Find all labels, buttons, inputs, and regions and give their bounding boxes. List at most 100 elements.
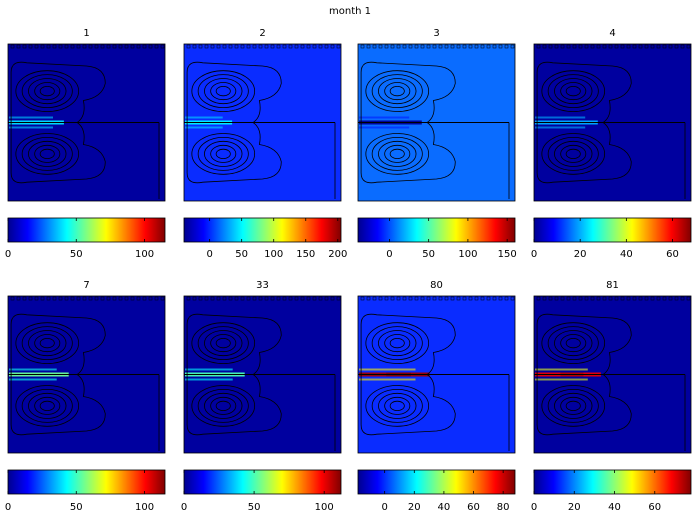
gyre-contour — [39, 148, 55, 159]
boundary-mark — [444, 296, 449, 301]
boundary-mark — [462, 296, 467, 301]
gyre-contour — [28, 330, 67, 357]
boundary-mark — [40, 44, 45, 49]
boundary-mark — [210, 44, 215, 49]
channel-halo — [185, 116, 223, 119]
boundary-mark — [312, 44, 317, 49]
boundary-mark — [58, 44, 63, 49]
boundary-mark — [450, 44, 455, 49]
boundary-mark — [402, 44, 407, 49]
boundary-mark — [264, 296, 269, 301]
boundary-mark — [100, 44, 105, 49]
gyre-contour — [28, 78, 67, 105]
boundary-mark — [468, 296, 473, 301]
gyre-contour — [541, 385, 606, 427]
boundary-mark — [330, 44, 335, 49]
boundary-mark — [572, 44, 577, 49]
boundary-mark — [566, 296, 571, 301]
gyre-contour — [560, 334, 587, 353]
boundary-mark — [318, 296, 323, 301]
gyre-contour — [560, 144, 587, 163]
gyre-contour — [365, 133, 430, 175]
basin-contour — [186, 61, 282, 184]
panel-title: 2 — [259, 28, 265, 39]
boundary-mark — [438, 44, 443, 49]
colorbar-tick-label: 0 — [5, 502, 11, 513]
boundary-mark — [234, 296, 239, 301]
boundary-mark — [76, 296, 81, 301]
boundary-mark — [554, 296, 559, 301]
gyre-contour — [541, 322, 606, 364]
boundary-mark — [584, 44, 589, 49]
boundary-mark — [408, 296, 413, 301]
panel-33: 33 0 50 100 — [181, 280, 342, 513]
basin-contour — [536, 61, 632, 184]
boundary-mark — [204, 44, 209, 49]
boundary-mark — [548, 296, 553, 301]
gyre-contour — [215, 337, 231, 349]
boundary-mark — [106, 44, 111, 49]
boundary-mark — [542, 296, 547, 301]
gyre-contour — [378, 330, 417, 357]
gyre-contour — [191, 385, 256, 427]
boundary-mark — [360, 296, 365, 301]
boundary-mark — [462, 44, 467, 49]
gyre-contour — [384, 82, 411, 101]
colorbar-tick-label: 100 — [135, 249, 154, 260]
boundary-mark — [686, 44, 691, 49]
gyre-contour — [15, 322, 80, 364]
boundary-mark — [572, 296, 577, 301]
boundary-mark — [638, 44, 643, 49]
boundary-mark — [680, 44, 685, 49]
boundary-mark — [510, 44, 515, 49]
boundary-mark — [70, 44, 75, 49]
boundary-mark — [686, 296, 691, 301]
boundary-mark — [160, 44, 165, 49]
boundary-mark — [650, 44, 655, 49]
boundary-mark — [504, 296, 509, 301]
boundary-mark — [468, 44, 473, 49]
boundary-mark — [112, 296, 117, 301]
boundary-mark — [246, 296, 251, 301]
gyre-contour — [197, 326, 249, 361]
boundary-mark — [324, 44, 329, 49]
boundary-mark — [590, 44, 595, 49]
boundary-mark — [28, 296, 33, 301]
panel-frame — [7, 43, 166, 202]
colorbar-tick-label: 0 — [206, 249, 212, 260]
boundary-mark — [294, 44, 299, 49]
channel-halo — [359, 378, 416, 381]
boundary-mark — [590, 296, 595, 301]
boundary-mark — [300, 44, 305, 49]
gyre-contour — [191, 133, 256, 175]
boundary-mark — [82, 296, 87, 301]
boundary-mark — [204, 296, 209, 301]
colorbar-tick-label: 60 — [666, 249, 679, 260]
boundary-mark — [620, 296, 625, 301]
boundary-mark — [450, 296, 455, 301]
boundary-mark — [632, 44, 637, 49]
gyre-contour — [28, 140, 67, 167]
colorbar-tick-label: 40 — [620, 249, 633, 260]
boundary-mark — [16, 296, 21, 301]
boundary-mark — [668, 44, 673, 49]
gyre-contour — [371, 74, 423, 108]
gyre-contour — [365, 322, 430, 364]
gyre-contour — [34, 396, 61, 415]
boundary-mark — [252, 44, 257, 49]
colorbar-tick-label: 20 — [568, 502, 581, 513]
boundary-mark — [192, 44, 197, 49]
boundary-mark — [390, 296, 395, 301]
colorbar-tick-label: 50 — [70, 502, 83, 513]
boundary-mark — [240, 44, 245, 49]
boundary-mark — [656, 296, 661, 301]
colorbar — [7, 469, 166, 495]
gyre-contour — [389, 400, 405, 411]
boundary-mark — [492, 44, 497, 49]
boundary-mark — [252, 296, 257, 301]
boundary-mark — [510, 296, 515, 301]
boundary-mark — [318, 44, 323, 49]
channel-halo — [185, 126, 223, 129]
gyre-contour — [15, 133, 80, 175]
colorbar — [7, 217, 166, 243]
